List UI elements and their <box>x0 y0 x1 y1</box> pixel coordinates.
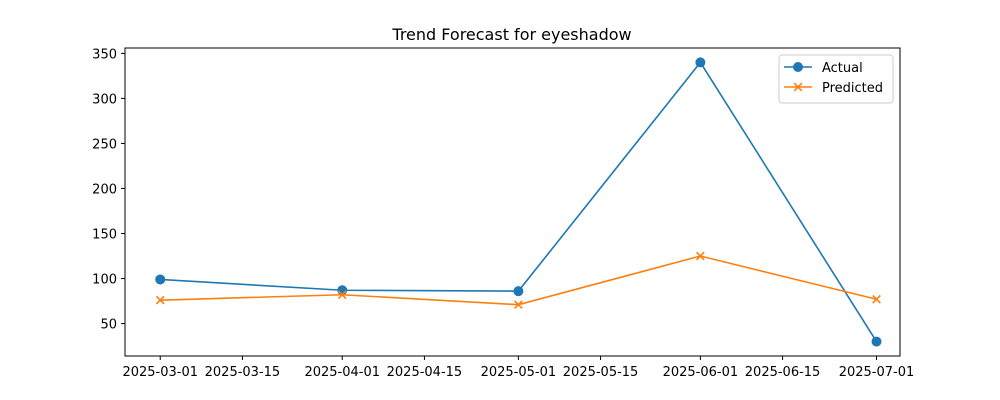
series-predicted <box>155 251 881 310</box>
x-tick-label: 2025-05-15 <box>563 365 639 380</box>
x-tick-label: 2025-04-01 <box>304 365 380 380</box>
x-tick-label: 2025-04-15 <box>387 365 463 380</box>
x-tick-label: 2025-03-01 <box>122 365 198 380</box>
data-point-predicted <box>155 295 165 305</box>
x-tick-label: 2025-07-01 <box>839 365 915 380</box>
plot-area-frame <box>124 47 901 357</box>
legend-label-actual: Actual <box>822 61 863 76</box>
x-tick-label: 2025-06-15 <box>745 365 821 380</box>
y-tick-label: 350 <box>92 47 117 62</box>
data-point-predicted <box>696 251 705 261</box>
series-actual <box>155 57 882 347</box>
x-axis-ticks: 2025-03-01 2025-03-15 2025-04-01 2025-04-15… <box>122 356 914 380</box>
data-point-actual <box>695 57 706 68</box>
series-line-predicted <box>160 255 877 306</box>
data-point-predicted <box>872 294 881 304</box>
x-tick-label: 2025-05-01 <box>481 365 557 380</box>
data-point-actual <box>337 285 348 296</box>
data-point-actual <box>871 336 882 347</box>
legend: Actual Predicted <box>778 54 894 104</box>
y-tick-label: 250 <box>92 137 117 152</box>
data-point-predicted <box>337 290 347 300</box>
series-line-actual <box>160 61 878 343</box>
y-tick-label: 150 <box>92 228 117 243</box>
legend-label-predicted: Predicted <box>822 81 883 96</box>
y-tick-label: 300 <box>92 92 117 107</box>
y-axis-ticks: 50 100 150 200 250 300 350 <box>92 47 125 333</box>
data-point-predicted <box>514 300 523 310</box>
chart-title: Trend Forecast for eyeshadow <box>391 25 631 44</box>
y-tick-label: 100 <box>92 273 117 288</box>
x-tick-label: 2025-06-01 <box>663 365 739 380</box>
legend-marker-actual <box>793 62 803 72</box>
x-tick-label: 2025-03-15 <box>205 365 281 380</box>
series-layer <box>155 57 882 347</box>
y-tick-label: 200 <box>92 182 117 197</box>
data-point-actual <box>155 274 166 285</box>
legend-marker-predicted <box>793 82 803 92</box>
data-point-actual <box>513 286 524 297</box>
y-tick-label: 50 <box>100 318 117 333</box>
